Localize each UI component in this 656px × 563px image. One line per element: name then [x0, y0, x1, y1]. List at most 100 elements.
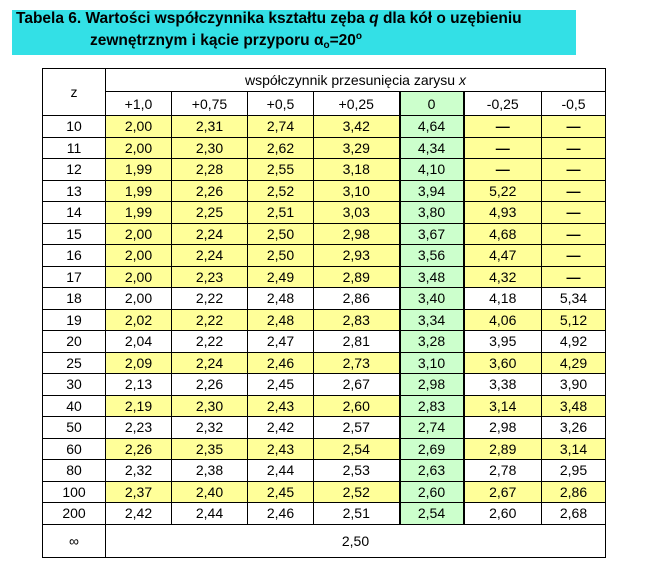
value-cell: 2,30: [171, 136, 248, 159]
z-cell: 60: [42, 437, 106, 460]
value-cell: 2,48: [247, 308, 314, 331]
value-cell: 2,42: [247, 416, 314, 439]
value-cell: 2,26: [171, 179, 248, 202]
value-cell: 2,45: [247, 480, 314, 503]
z-cell: 15: [42, 222, 106, 245]
z-cell: 20: [42, 330, 106, 353]
value-cell: —: [541, 201, 606, 224]
value-cell: 2,00: [105, 136, 172, 159]
value-cell: 3,10: [398, 351, 465, 374]
value-cell: 4,47: [463, 244, 542, 267]
value-cell: 2,00: [105, 115, 172, 138]
table-row: 16 2,00 2,24 2,50 2,93 3,56 4,47—: [42, 244, 606, 267]
table-row: 11 2,00 2,30 2,62 3,29 4,34— —: [42, 136, 606, 159]
value-cell: 2,26: [105, 437, 172, 460]
z-cell: 10: [42, 115, 106, 138]
group-header: współczynnik przesunięcia zarysu x: [105, 68, 606, 92]
value-cell: 2,25: [171, 201, 248, 224]
table-row: 20 2,04 2,22 2,47 2,81 3,28 3,95 4,92: [42, 330, 606, 353]
value-cell: —: [541, 222, 606, 245]
value-cell: 2,22: [171, 287, 248, 310]
caption-line-2: zewnętrznym i kącie przyporu αo=20o: [16, 28, 572, 55]
value-cell: 2,95: [541, 459, 606, 482]
value-cell: 5,12: [541, 308, 606, 331]
column-header: +0,5: [247, 91, 314, 116]
value-cell: 2,28: [171, 158, 248, 181]
value-cell: 4,29: [541, 351, 606, 374]
value-cell: 2,46: [247, 351, 314, 374]
table-row: 12 1,99 2,28 2,55 3,18 4,10— —: [42, 158, 606, 181]
caption-text-suffix: dla kół o uzębieniu: [378, 10, 522, 27]
column-header: +0,25: [313, 91, 400, 116]
value-cell: 2,32: [171, 416, 248, 439]
value-cell: 2,63: [398, 459, 465, 482]
z-cell: 13: [42, 179, 106, 202]
value-cell: 3,38: [463, 373, 542, 396]
value-cell: 2,50: [247, 222, 314, 245]
z-cell: 12: [42, 158, 106, 181]
table-row: 30 2,13 2,26 2,45 2,67 2,98 3,38 3,90: [42, 373, 606, 396]
value-cell: 2,89: [313, 265, 400, 288]
caption-sup: o: [355, 31, 362, 42]
value-cell: 2,89: [463, 437, 542, 460]
value-cell: —: [541, 158, 606, 181]
value-cell: 2,68: [541, 502, 606, 525]
value-cell: 2,93: [313, 244, 400, 267]
value-cell: 2,81: [313, 330, 400, 353]
value-cell: 2,46: [247, 502, 314, 525]
value-cell: 3,03: [313, 201, 400, 224]
value-cell: 3,67: [398, 222, 465, 245]
value-cell: 2,54: [398, 502, 465, 525]
value-cell: 2,19: [105, 394, 172, 417]
value-cell: 2,47: [247, 330, 314, 353]
z-cell: 11: [42, 136, 106, 159]
value-cell: 2,60: [398, 480, 465, 503]
value-cell: 3,29: [313, 136, 400, 159]
caption-text: Tabela 6. Wartości współczynnika kształt…: [16, 10, 370, 27]
value-cell: 2,98: [313, 222, 400, 245]
table-row: 50 2,23 2,32 2,42 2,57 2,74 2,98 3,26: [42, 416, 606, 439]
value-cell: 4,18: [463, 287, 542, 310]
value-cell: 4,32: [463, 265, 542, 288]
z-cell: 18: [42, 287, 106, 310]
value-cell: 2,67: [463, 480, 542, 503]
infinity-row: ∞ 2,50: [42, 523, 606, 558]
value-cell: 3,14: [541, 437, 606, 460]
value-cell: 2,00: [105, 287, 172, 310]
value-cell: 2,69: [398, 437, 465, 460]
value-cell: 3,10: [313, 179, 400, 202]
table-row: 200 2,42 2,44 2,46 2,51 2,54 2,60 2,68: [42, 502, 606, 525]
value-cell: 2,00: [105, 244, 172, 267]
table-row: 10 2,00 2,31 2,74 3,42 4,64— —: [42, 115, 606, 138]
table-row: 13 1,99 2,26 2,52 3,10 3,94 5,22—: [42, 179, 606, 202]
z-header: z: [42, 68, 106, 116]
z-cell: 16: [42, 244, 106, 267]
caption-angle: =20: [329, 32, 356, 49]
value-cell: 2,53: [313, 459, 400, 482]
z-cell: 14: [42, 201, 106, 224]
table-row: 25 2,09 2,24 2,46 2,73 3,10 3,60 4,29: [42, 351, 606, 374]
infinity-z-cell: ∞: [42, 523, 106, 558]
value-cell: 2,60: [313, 394, 400, 417]
value-cell: 2,13: [105, 373, 172, 396]
value-cell: 3,90: [541, 373, 606, 396]
table-row: 60 2,26 2,35 2,43 2,54 2,69 2,89 3,14: [42, 437, 606, 460]
value-cell: 4,92: [541, 330, 606, 353]
value-cell: 2,74: [398, 416, 465, 439]
z-cell: 80: [42, 459, 106, 482]
value-cell: 2,98: [463, 416, 542, 439]
value-cell: 2,24: [171, 222, 248, 245]
value-cell: 5,34: [541, 287, 606, 310]
value-cell: 2,98: [398, 373, 465, 396]
value-cell: 2,31: [171, 115, 248, 138]
value-cell: 2,26: [171, 373, 248, 396]
value-cell: 2,02: [105, 308, 172, 331]
column-header: -0,25: [463, 91, 542, 116]
table-row: 40 2,19 2,30 2,43 2,60 2,83 3,14 3,48: [42, 394, 606, 417]
value-cell: 4,68: [463, 222, 542, 245]
value-cell: 2,22: [171, 308, 248, 331]
value-cell: 2,24: [171, 351, 248, 374]
value-cell: 4,06: [463, 308, 542, 331]
caption-line-1: Tabela 6. Wartości współczynnika kształt…: [16, 10, 572, 28]
value-cell: 3,26: [541, 416, 606, 439]
